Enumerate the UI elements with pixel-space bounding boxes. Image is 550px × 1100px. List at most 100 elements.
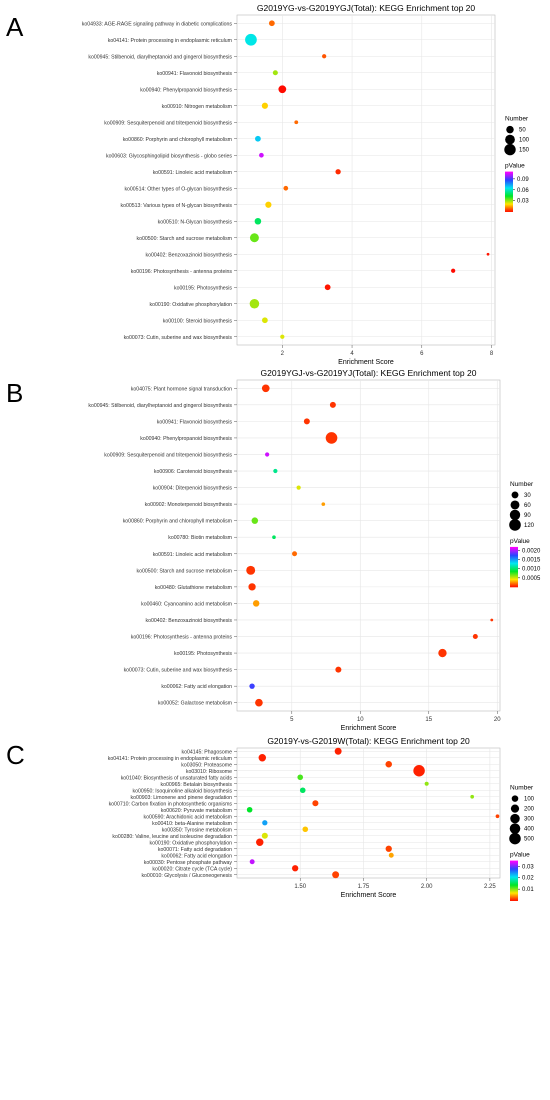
color-legend-swatch bbox=[510, 576, 518, 579]
color-legend-swatch bbox=[510, 868, 518, 870]
color-legend-label: 0.01 bbox=[522, 887, 534, 893]
size-legend-label: 500 bbox=[524, 837, 535, 843]
term-label: ko00195: Photosynthesis bbox=[174, 285, 232, 291]
color-legend-swatch bbox=[510, 555, 518, 558]
color-legend-swatch bbox=[510, 554, 518, 557]
color-legend-swatch bbox=[510, 547, 518, 550]
data-point bbox=[325, 432, 338, 444]
plot-area bbox=[236, 747, 501, 879]
data-point bbox=[272, 535, 276, 540]
term-label: ko00500: Starch and sucrose metabolism bbox=[137, 236, 232, 242]
data-point bbox=[322, 54, 327, 59]
term-label: ko03010: Ribosome bbox=[186, 769, 232, 775]
plot-area bbox=[236, 14, 496, 346]
data-point bbox=[486, 252, 490, 256]
term-label: ko00710: Carbon fixation in photosynthet… bbox=[109, 801, 233, 807]
color-legend-swatch bbox=[510, 882, 518, 884]
color-legend-swatch bbox=[510, 883, 518, 885]
data-point bbox=[324, 284, 331, 291]
color-legend-swatch bbox=[510, 557, 518, 560]
term-label: ko00510: N-Glycan biosynthesis bbox=[158, 219, 233, 225]
color-legend-label: 0.03 bbox=[522, 864, 534, 870]
size-legend-dot bbox=[509, 519, 521, 531]
data-point bbox=[245, 33, 257, 46]
size-legend-dot bbox=[511, 795, 519, 802]
data-point bbox=[438, 648, 447, 658]
data-point bbox=[388, 852, 394, 858]
data-point bbox=[249, 683, 255, 689]
color-legend-swatch bbox=[510, 880, 518, 882]
color-legend-label: 0.02 bbox=[522, 876, 534, 882]
size-legend-label: 120 bbox=[524, 523, 535, 529]
size-legend-label: 50 bbox=[519, 128, 526, 134]
data-point bbox=[273, 468, 278, 474]
color-legend-swatch bbox=[505, 196, 513, 198]
data-point bbox=[261, 102, 268, 109]
color-legend-swatch bbox=[510, 549, 518, 552]
data-point bbox=[246, 565, 256, 575]
term-label: ko00480: Glutathione metabolism bbox=[155, 585, 232, 591]
color-legend-swatch bbox=[505, 187, 513, 189]
color-legend-swatch bbox=[510, 552, 518, 555]
data-point bbox=[321, 502, 326, 506]
color-legend-swatch bbox=[510, 886, 518, 888]
term-label: ko00052: Galactose metabolism bbox=[158, 701, 232, 707]
term-label: ko00071: Fatty acid degradation bbox=[158, 847, 232, 853]
tick-label-x: 8 bbox=[490, 351, 494, 357]
data-point bbox=[385, 760, 392, 768]
color-legend-swatch bbox=[505, 172, 513, 174]
color-legend-swatch bbox=[510, 572, 518, 575]
term-label: ko04933: AGE-RAGE signaling pathway in d… bbox=[82, 21, 233, 27]
color-legend-swatch bbox=[505, 198, 513, 200]
size-legend-title: Number bbox=[505, 116, 529, 123]
data-point bbox=[255, 135, 261, 142]
color-legend-swatch bbox=[510, 558, 518, 561]
color-legend-swatch bbox=[510, 559, 518, 562]
color-legend-swatch bbox=[510, 873, 518, 875]
color-legend-swatch bbox=[510, 577, 518, 580]
color-legend-swatch bbox=[510, 879, 518, 881]
color-legend-label: 0.0015 bbox=[522, 558, 541, 564]
color-legend-title: pValue bbox=[510, 852, 530, 859]
data-point bbox=[256, 838, 264, 846]
tick-label-x: 1.75 bbox=[358, 884, 370, 890]
tick-label-x: 20 bbox=[494, 717, 501, 723]
color-legend-swatch bbox=[510, 567, 518, 570]
color-legend-swatch bbox=[505, 173, 513, 175]
color-legend-swatch bbox=[510, 890, 518, 892]
color-legend-swatch bbox=[510, 578, 518, 581]
size-legend-label: 90 bbox=[524, 513, 531, 519]
term-label: ko04075: Plant hormone signal transducti… bbox=[131, 386, 232, 392]
color-legend-label: 0.03 bbox=[517, 199, 529, 205]
data-point bbox=[262, 317, 268, 324]
tick-label-x: 2.00 bbox=[421, 884, 433, 890]
color-legend-swatch bbox=[510, 891, 518, 893]
color-legend-swatch bbox=[510, 870, 518, 872]
data-point bbox=[470, 794, 475, 799]
color-legend-swatch bbox=[510, 556, 518, 559]
size-legend-label: 300 bbox=[524, 817, 535, 823]
color-legend-swatch bbox=[510, 872, 518, 874]
term-label: ko00620: Pyruvate metabolism bbox=[161, 808, 232, 814]
color-legend-swatch bbox=[510, 570, 518, 573]
term-label: ko00190: Oxidative phosphorylation bbox=[150, 302, 233, 308]
term-label: ko00902: Monoterpenoid biosynthesis bbox=[145, 502, 233, 508]
term-label: ko04145: Phagosome bbox=[182, 749, 233, 755]
term-label: ko00860: Porphyrin and chlorophyll metab… bbox=[123, 519, 232, 525]
term-label: ko00460: Cyanoamino acid metabolism bbox=[141, 601, 232, 607]
color-legend-swatch bbox=[510, 878, 518, 880]
term-label: ko01040: Biosynthesis of unsaturated fat… bbox=[121, 775, 233, 781]
color-legend-swatch bbox=[505, 189, 513, 191]
term-label: ko00030: Pentose phosphate pathway bbox=[144, 860, 233, 866]
term-label: ko00514: Other types of O-glycan biosynt… bbox=[124, 186, 232, 192]
color-legend-swatch bbox=[505, 195, 513, 197]
color-legend-swatch bbox=[510, 893, 518, 895]
size-legend-dot bbox=[505, 134, 515, 145]
data-point bbox=[258, 754, 267, 762]
color-legend-swatch bbox=[510, 896, 518, 898]
color-legend-swatch bbox=[510, 581, 518, 584]
color-legend-swatch bbox=[510, 888, 518, 890]
term-label: ko00903: Limonene and pinene degradation bbox=[130, 795, 232, 801]
color-legend-swatch bbox=[510, 863, 518, 865]
